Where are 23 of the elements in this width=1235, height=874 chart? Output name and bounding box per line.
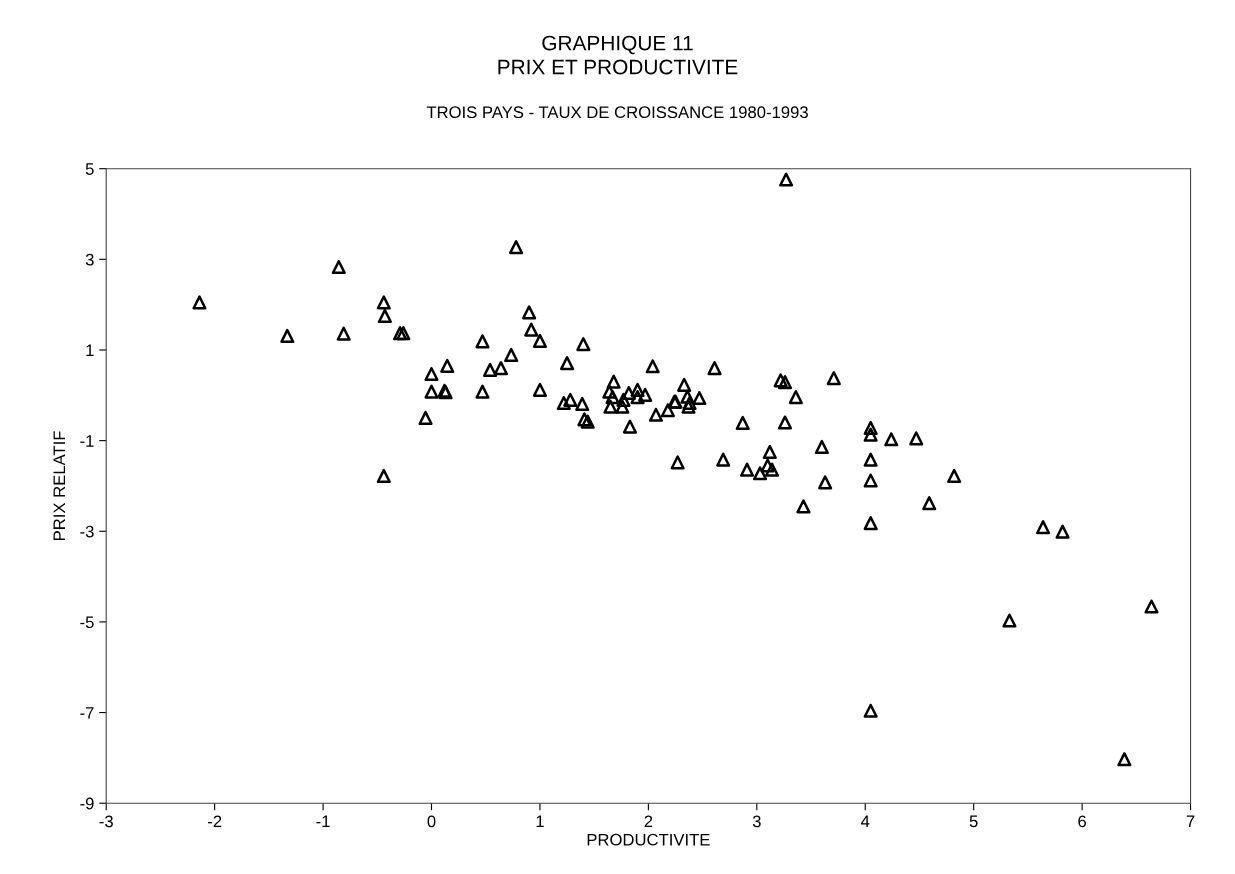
x-tick-label: 4 bbox=[860, 815, 870, 828]
y-tick-label: 1 bbox=[86, 344, 94, 357]
y-tick-label: 5 bbox=[85, 163, 94, 175]
y-tick-label: -7 bbox=[80, 707, 94, 719]
x-tick-label: 7 bbox=[1186, 815, 1195, 828]
x-tick-label: 0 bbox=[427, 815, 436, 828]
chart-subtitle: TROIS PAYS - TAUX DE CROISSANCE 1980-1993 bbox=[426, 106, 808, 119]
x-tick-label: 5 bbox=[969, 815, 978, 828]
x-tick-label: 2 bbox=[644, 815, 653, 828]
x-tick-label: -3 bbox=[99, 815, 113, 828]
x-tick-label: -2 bbox=[207, 815, 222, 828]
y-tick-label: -9 bbox=[80, 797, 94, 810]
x-tick-label: 6 bbox=[1078, 815, 1087, 828]
y-tick-label: -3 bbox=[80, 525, 94, 538]
y-tick-label: 3 bbox=[85, 253, 94, 266]
x-tick-label: 1 bbox=[536, 815, 544, 828]
x-tick-label: 3 bbox=[752, 815, 761, 828]
y-tick-label: -1 bbox=[80, 435, 94, 447]
x-tick-label: -1 bbox=[316, 815, 330, 828]
chart-title: GRAPHIQUE 11 PRIX ET PRODUCTIVITE bbox=[498, 35, 738, 75]
y-axis-title: PRIX RELATIF bbox=[53, 431, 66, 540]
x-axis-title: PRODUCTIVITE bbox=[587, 833, 710, 846]
y-tick-label: -5 bbox=[80, 616, 94, 629]
